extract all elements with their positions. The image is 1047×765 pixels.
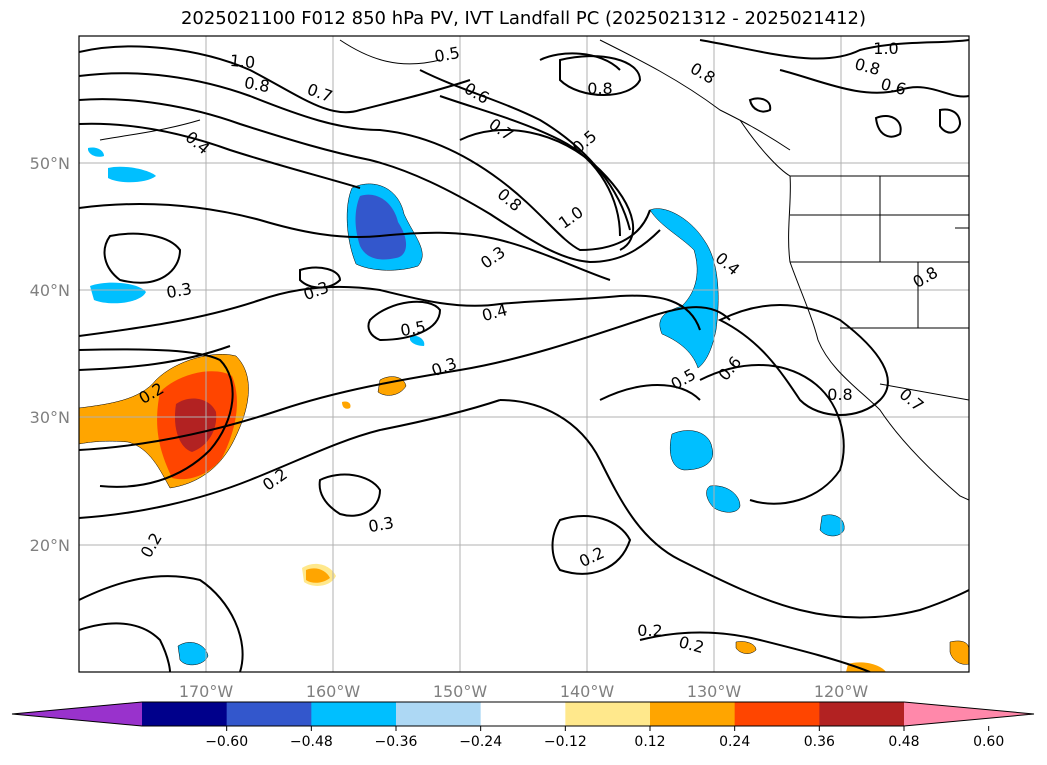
colorbar-tick-label: 0.48: [888, 734, 919, 750]
contour-label: 0.2: [637, 621, 662, 640]
lat-tick-label: 30°N: [30, 408, 70, 427]
lat-tick-label: 20°N: [30, 536, 70, 555]
colorbar-segment: [480, 702, 566, 726]
contour-label: 1.0: [229, 51, 256, 72]
contour-label: 0.8: [587, 79, 612, 98]
colorbar-tick-label: −0.60: [205, 734, 248, 750]
colorbar-tick-label: 0.12: [634, 734, 665, 750]
colorbar-ticks: −0.60 −0.48 −0.36 −0.24 −0.12 0.12 0.24 0.36 0.4…: [205, 726, 1004, 750]
coastline: [99, 39, 969, 501]
pv-contours: [79, 39, 969, 672]
lat-labels: 50°N 40°N 30°N 20°N: [30, 154, 70, 555]
contour-label: 1.0: [873, 39, 898, 58]
contour-label: 0.5: [399, 317, 427, 340]
colorbar: −0.60 −0.48 −0.36 −0.24 −0.12 0.12 0.24 0.36 0.4…: [11, 701, 1035, 750]
colorbar-segment: [226, 702, 312, 726]
colorbar-tick-label: −0.12: [544, 734, 587, 750]
lat-tick-label: 40°N: [30, 281, 70, 300]
lon-tick-label: 170°W: [179, 682, 234, 701]
colorbar-extend-high: [904, 702, 1034, 726]
colorbar-tick-label: −0.48: [290, 734, 333, 750]
map-frame: [78, 35, 970, 673]
colorbar-segment: [565, 702, 651, 726]
colorbar-tick-label: −0.36: [375, 734, 418, 750]
colorbar-segment: [142, 702, 228, 726]
colorbar-tick-label: 0.60: [973, 734, 1004, 750]
contour-label: 0.5: [433, 43, 461, 66]
colorbar-tick-label: 0.24: [719, 734, 750, 750]
map-title: 2025021100 F012 850 hPa PV, IVT Landfall…: [180, 8, 867, 29]
graticule: [79, 36, 969, 672]
lon-tick-label: 130°W: [687, 682, 742, 701]
colorbar-segment: [311, 702, 397, 726]
colorbar-segments: [11, 701, 1035, 727]
colorbar-tick-label: −0.24: [459, 734, 502, 750]
colorbar-segment: [819, 702, 905, 726]
lon-tick-label: 120°W: [814, 682, 869, 701]
contour-label: 0.8: [243, 73, 271, 96]
colorbar-extend-low: [12, 702, 142, 726]
lon-tick-label: 140°W: [560, 682, 615, 701]
contour-label: 0.8: [827, 385, 852, 404]
colorbar-segment: [396, 702, 482, 726]
contour-label: 0.3: [165, 279, 193, 302]
lat-tick-label: 50°N: [30, 154, 70, 173]
colorbar-segment: [650, 702, 736, 726]
colorbar-tick-label: 0.36: [804, 734, 835, 750]
lon-tick-label: 150°W: [433, 682, 488, 701]
colorbar-segment: [734, 702, 820, 726]
lon-tick-label: 160°W: [306, 682, 361, 701]
colorbar-outline: [11, 701, 1035, 727]
map-plot-area: [79, 36, 969, 672]
lon-labels: 170°W 160°W 150°W 140°W 130°W 120°W: [179, 682, 869, 701]
contour-label: 0.3: [367, 513, 395, 536]
